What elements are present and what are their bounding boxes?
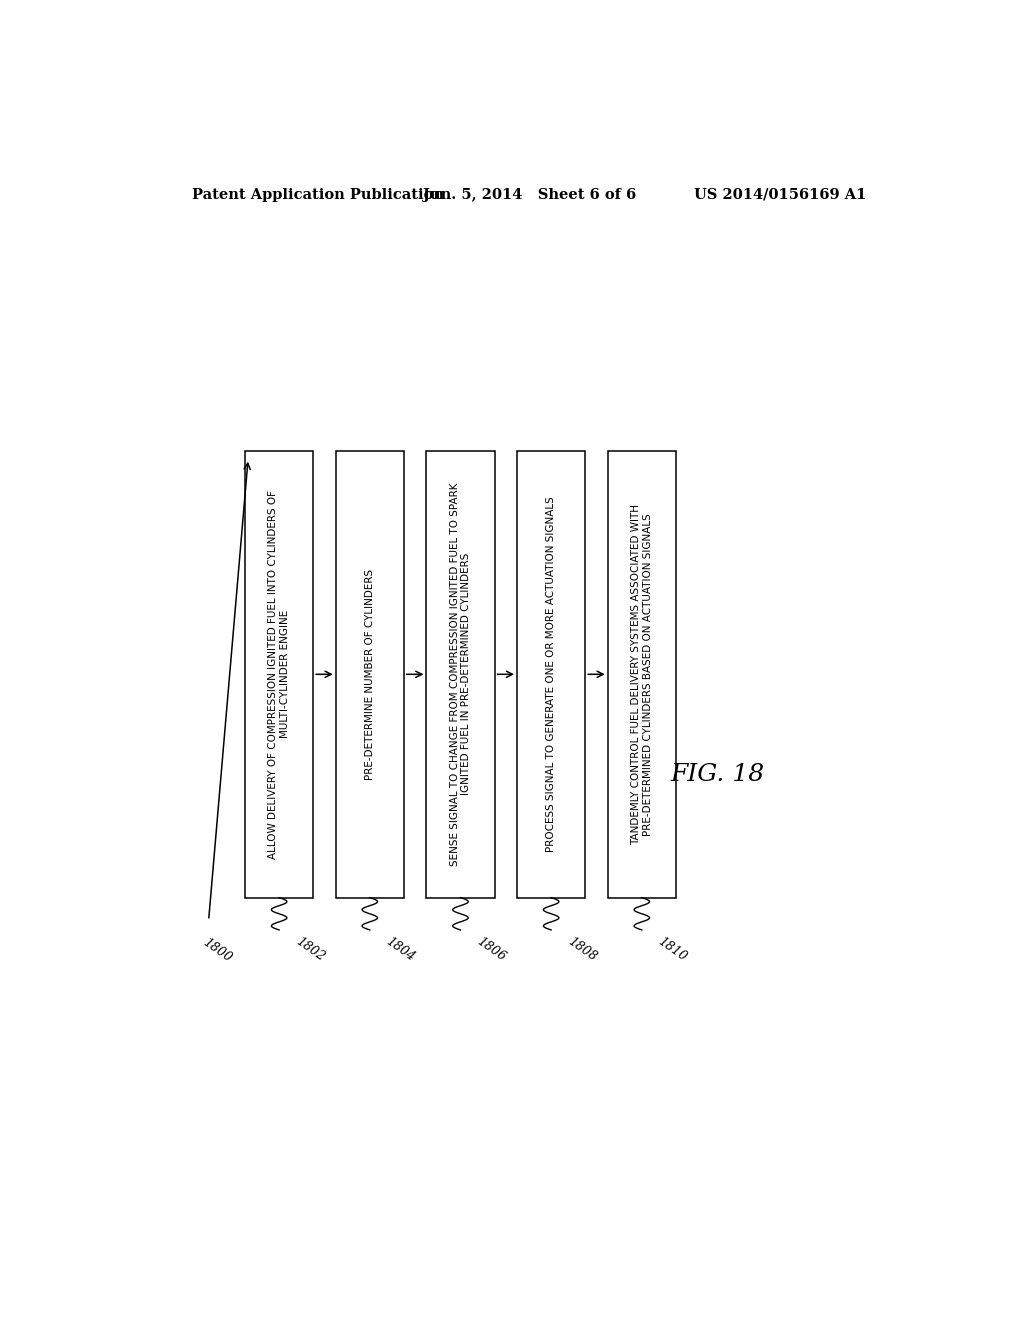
Text: 1800: 1800 — [201, 936, 234, 965]
Text: Jun. 5, 2014   Sheet 6 of 6: Jun. 5, 2014 Sheet 6 of 6 — [423, 187, 636, 202]
Text: 1802: 1802 — [293, 935, 327, 964]
Text: 1808: 1808 — [565, 935, 599, 964]
Text: ALLOW DELIVERY OF COMPRESSION IGNITED FUEL INTO CYLINDERS OF
MULTI-CYLINDER ENGI: ALLOW DELIVERY OF COMPRESSION IGNITED FU… — [268, 490, 290, 859]
Bar — [245, 451, 313, 898]
Text: 1804: 1804 — [384, 935, 418, 964]
Text: SENSE SIGNAL TO CHANGE FROM COMPRESSION IGNITED FUEL TO SPARK
IGNITED FUEL IN PR: SENSE SIGNAL TO CHANGE FROM COMPRESSION … — [450, 483, 471, 866]
Text: Patent Application Publication: Patent Application Publication — [191, 187, 443, 202]
Text: FIG. 18: FIG. 18 — [671, 763, 765, 785]
Bar — [426, 451, 495, 898]
Text: US 2014/0156169 A1: US 2014/0156169 A1 — [693, 187, 866, 202]
Text: PRE-DETERMINE NUMBER OF CYLINDERS: PRE-DETERMINE NUMBER OF CYLINDERS — [365, 569, 375, 780]
Bar — [607, 451, 676, 898]
Bar — [336, 451, 403, 898]
Text: TANDEMLY CONTROL FUEL DELIVERY SYSTEMS ASSOCIATED WITH
PRE-DETERMINED CYLINDERS : TANDEMLY CONTROL FUEL DELIVERY SYSTEMS A… — [631, 504, 652, 845]
Text: 1806: 1806 — [474, 935, 508, 964]
Text: 1810: 1810 — [655, 935, 689, 964]
Bar — [517, 451, 586, 898]
Text: PROCESS SIGNAL TO GENERATE ONE OR MORE ACTUATION SIGNALS: PROCESS SIGNAL TO GENERATE ONE OR MORE A… — [546, 496, 556, 853]
